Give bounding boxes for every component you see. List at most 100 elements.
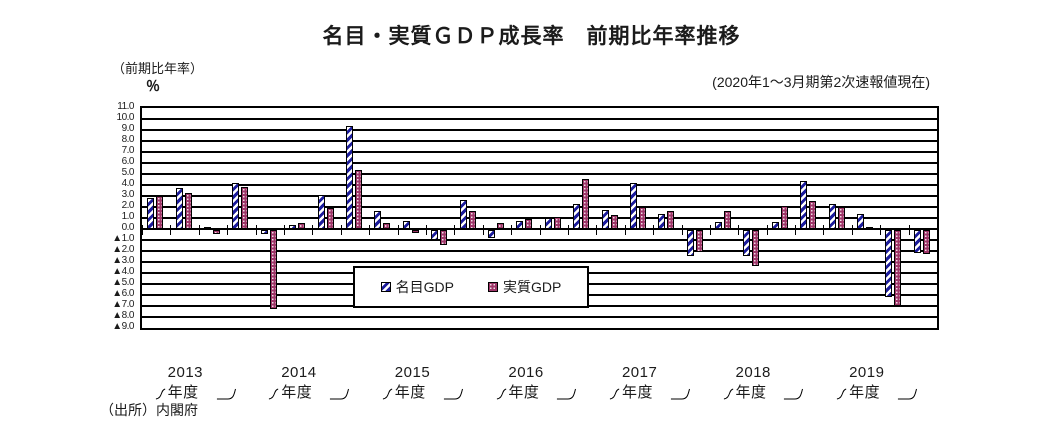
bar-real-16	[610, 215, 618, 229]
y-tick-label: ▲3.0	[112, 254, 134, 266]
chart-subtitle: (2020年1～3月期第2次速報値現在)	[712, 74, 930, 90]
bar-real-24	[837, 207, 845, 229]
category-tick	[709, 225, 711, 235]
bar-nominal-3	[232, 183, 240, 229]
y-tick-label: ▲6.0	[112, 287, 134, 299]
category-tick	[284, 225, 285, 235]
category-tick	[397, 225, 399, 235]
bar-nominal-15	[573, 204, 581, 229]
bar-real-21	[752, 230, 760, 266]
bar-nominal-12	[487, 230, 495, 238]
category-tick	[738, 225, 740, 235]
gridline	[142, 239, 937, 241]
y-tick-label: ▲8.0	[112, 309, 134, 321]
bar-real-12	[496, 223, 504, 229]
y-tick-label: ▲7.0	[112, 298, 134, 310]
fiscal-year-label: 2016年度	[496, 364, 578, 402]
y-tick-label: 5.0	[121, 166, 135, 178]
bar-nominal-2	[204, 227, 211, 229]
bar-nominal-26	[885, 230, 893, 297]
y-tick-label: 8.0	[121, 133, 135, 145]
legend-label-real: 実質GDP	[503, 279, 562, 295]
bar-nominal-4	[260, 230, 268, 234]
y-tick-label: 2.0	[121, 199, 135, 211]
fiscal-year-label: 2017年度	[609, 364, 692, 402]
gridline	[142, 173, 937, 175]
category-tick	[567, 225, 569, 235]
y-tick-label: ▲4.0	[112, 265, 134, 277]
bar-real-27	[922, 230, 930, 254]
bar-nominal-20	[715, 222, 723, 229]
category-tick	[937, 225, 938, 235]
bar-real-13	[525, 219, 533, 229]
bar-nominal-22	[771, 222, 779, 229]
category-tick	[596, 225, 598, 235]
gridline	[142, 151, 937, 153]
gridline	[142, 140, 937, 142]
category-tick	[624, 225, 626, 235]
category-tick	[880, 225, 882, 235]
bar-real-17	[638, 207, 646, 229]
y-tick-label: ▲1.0	[112, 232, 134, 244]
y-tick-label: ▲2.0	[112, 243, 134, 255]
y-tick-label: 10.0	[116, 111, 135, 123]
bar-real-14	[553, 217, 561, 229]
category-tick	[227, 225, 229, 235]
category-tick	[851, 225, 853, 235]
bar-nominal-6	[317, 195, 325, 229]
category-tick	[255, 225, 257, 235]
bar-nominal-5	[289, 225, 297, 229]
legend-item-nominal-gdp: 名目GDP	[380, 277, 454, 297]
bar-real-11	[468, 211, 476, 229]
bar-nominal-8	[374, 211, 382, 229]
gridline	[142, 118, 937, 120]
y-tick-label: 11.0	[117, 100, 134, 112]
gridline	[142, 261, 937, 263]
y-tick-label: 4.0	[121, 177, 135, 189]
bar-real-0	[156, 196, 164, 229]
category-tick	[198, 225, 200, 235]
y-axis-unit: ％	[146, 78, 160, 94]
category-tick	[170, 225, 172, 235]
bar-nominal-16	[601, 210, 609, 229]
category-tick	[795, 225, 796, 235]
bar-real-25	[866, 227, 873, 229]
category-tick	[539, 225, 541, 235]
category-tick	[511, 225, 513, 235]
bar-real-4	[269, 230, 277, 309]
bar-nominal-14	[544, 218, 552, 229]
bar-real-23	[809, 201, 817, 229]
category-tick	[681, 225, 683, 235]
gridline	[142, 129, 937, 131]
bar-nominal-19	[686, 230, 694, 256]
bar-real-1	[184, 193, 192, 229]
gridline	[142, 184, 937, 186]
bar-nominal-25	[857, 214, 864, 229]
bar-real-5	[298, 223, 306, 229]
fiscal-year-label: 2015年度	[382, 364, 465, 402]
y-axis-note: （前期比年率）	[112, 61, 204, 76]
bar-nominal-7	[345, 126, 353, 229]
real-gdp-swatch-icon	[488, 282, 498, 292]
y-tick-label: 3.0	[121, 188, 135, 200]
bar-real-18	[667, 211, 675, 229]
bar-nominal-13	[516, 221, 524, 229]
category-tick	[482, 225, 484, 235]
bar-nominal-27	[913, 230, 921, 253]
y-tick-label: 6.0	[121, 155, 135, 167]
legend-item-real-gdp: 実質GDP	[488, 277, 561, 297]
bar-real-10	[440, 230, 448, 245]
category-tick	[142, 225, 143, 235]
gridline	[142, 316, 937, 318]
y-tick-label: ▲5.0	[112, 276, 134, 288]
bar-real-26	[894, 230, 902, 306]
bar-nominal-17	[629, 183, 637, 229]
bar-nominal-18	[658, 214, 666, 229]
bar-real-6	[326, 208, 334, 229]
gridline	[142, 195, 937, 197]
legend-label-nominal: 名目GDP	[395, 279, 454, 295]
category-tick	[312, 225, 314, 235]
y-tick-label: ▲9.0	[112, 320, 134, 332]
fiscal-year-label: 2014年度	[269, 364, 351, 402]
